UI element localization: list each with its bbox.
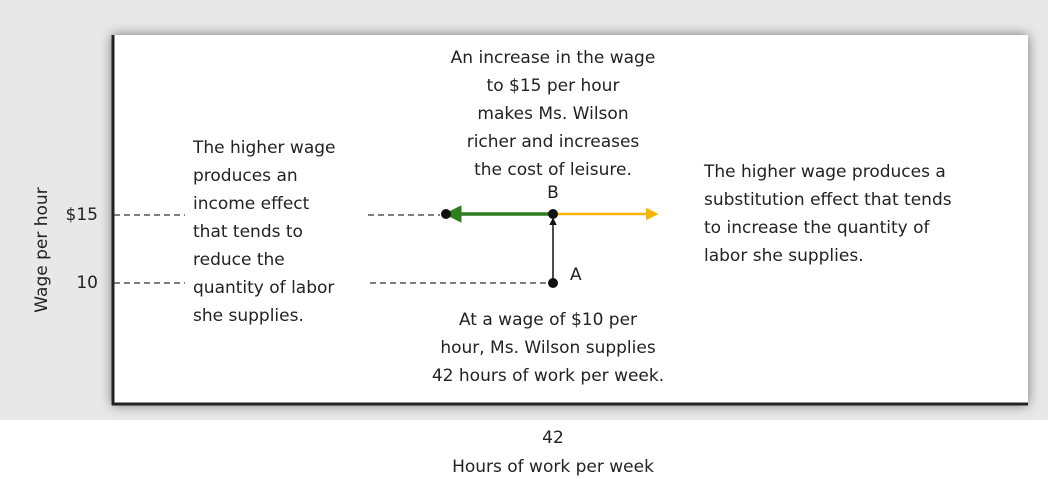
annotation-line: The higher wage: [192, 138, 336, 158]
point-a: [548, 278, 558, 288]
annotation-line: the cost of leisure.: [474, 160, 632, 180]
annotation-line: At a wage of $10 per: [459, 310, 637, 330]
panel: [112, 35, 1028, 405]
x-axis-label: Hours of work per week: [452, 457, 654, 477]
annotation-line: labor she supplies.: [704, 246, 864, 266]
annotation-line: An increase in the wage: [451, 48, 656, 68]
annotation-line: to increase the quantity of: [704, 218, 931, 238]
annotation-line: quantity of labor: [193, 278, 334, 298]
point: [441, 209, 451, 219]
annotation-line: she supplies.: [193, 306, 304, 326]
x-tick-label: 42: [542, 428, 564, 448]
guides: [114, 214, 548, 284]
annotation-line: income effect: [193, 194, 310, 214]
annotation-line: hour, Ms. Wilson supplies: [440, 338, 656, 358]
annotation-line: makes Ms. Wilson: [477, 104, 628, 124]
annotation-line: The higher wage produces a: [703, 162, 946, 182]
y-tick-label: $15: [66, 205, 98, 225]
annotation-line: produces an: [193, 166, 298, 186]
annotation-line: that tends to: [193, 222, 303, 242]
annotation-line: reduce the: [193, 250, 285, 270]
point-b-label: B: [547, 183, 559, 203]
annotation-line: to $15 per hour: [487, 76, 620, 96]
annotation-line: 42 hours of work per week.: [432, 366, 664, 386]
y-tick-label: 10: [76, 273, 98, 293]
point-a-label: A: [570, 265, 582, 285]
point-b: [548, 209, 558, 219]
annotation-line: substitution effect that tends: [704, 190, 952, 210]
y-axis-label: Wage per hour: [32, 187, 52, 312]
annotation-line: richer and increases: [467, 132, 640, 152]
